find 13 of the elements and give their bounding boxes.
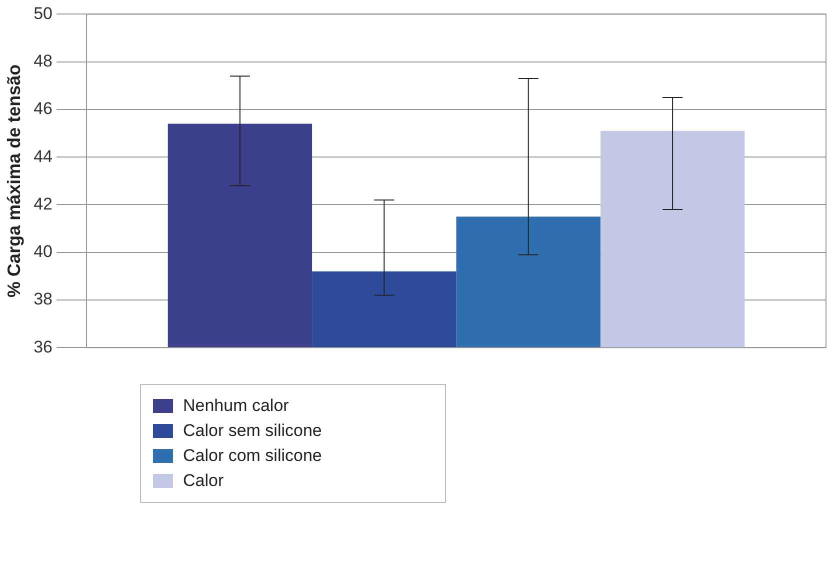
legend-label: Calor sem silicone xyxy=(183,421,322,441)
y-tick-label: 46 xyxy=(34,99,53,118)
y-tick-label: 40 xyxy=(34,242,53,262)
y-tick-label: 44 xyxy=(34,146,53,166)
y-tick-label: 50 xyxy=(34,4,53,23)
legend-label: Calor xyxy=(183,471,224,491)
legend-label: Nenhum calor xyxy=(183,396,289,416)
y-tick-label: 38 xyxy=(34,290,53,309)
legend-label: Calor com silicone xyxy=(183,446,322,466)
y-axis-title: % Carga máxima de tensão xyxy=(4,64,24,298)
y-tick-label: 42 xyxy=(34,194,53,214)
y-tick-label: 48 xyxy=(34,52,53,71)
y-tick-label: 36 xyxy=(34,337,53,356)
